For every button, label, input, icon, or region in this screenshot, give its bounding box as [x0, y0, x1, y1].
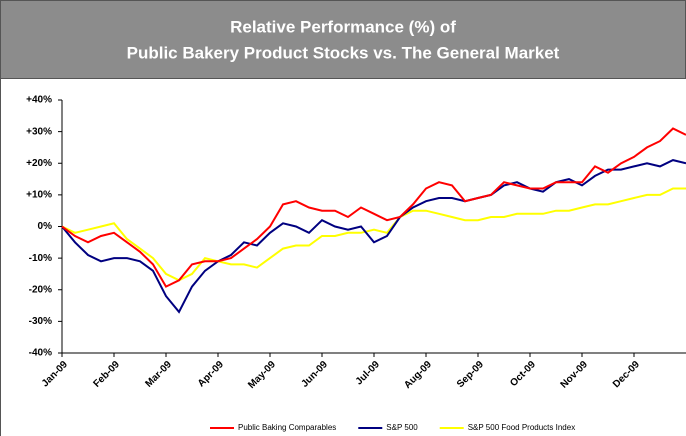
y-tick-label: +40%: [26, 95, 52, 106]
series-line: [61, 159, 686, 314]
legend-label: S&P 500: [386, 423, 418, 432]
title-band: [0, 0, 686, 79]
series-line: [61, 127, 686, 288]
y-tick-label: +20%: [26, 158, 52, 169]
y-tick-label: -20%: [29, 284, 52, 295]
y-tick-label: -40%: [29, 348, 52, 359]
series-line: [61, 187, 686, 282]
chart-title: Relative Performance (%) of: [230, 17, 456, 36]
y-tick-label: +10%: [26, 190, 52, 201]
legend-label: Public Baking Comparables: [238, 423, 336, 432]
legend-label: S&P 500 Food Products Index: [468, 423, 575, 432]
y-tick-label: -10%: [29, 253, 52, 264]
y-tick-label: 0%: [38, 221, 53, 232]
y-tick-label: -30%: [29, 316, 52, 327]
chart-title: Public Bakery Product Stocks vs. The Gen…: [127, 43, 560, 62]
y-tick-label: +30%: [26, 126, 52, 137]
